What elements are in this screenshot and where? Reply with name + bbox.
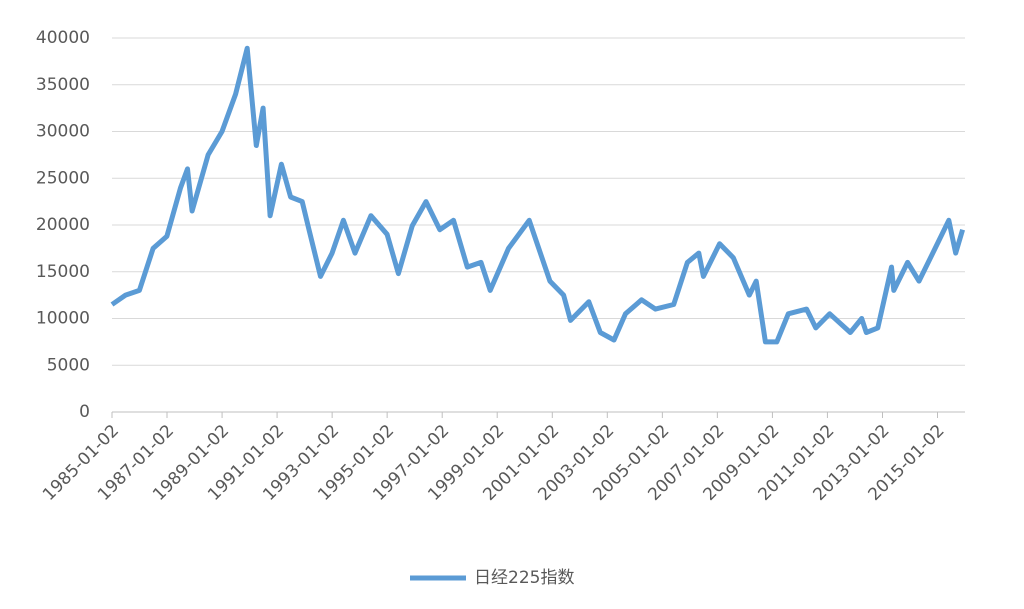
- y-tick-label: 20000: [36, 215, 90, 235]
- y-tick-label: 35000: [36, 75, 90, 95]
- y-tick-label: 25000: [36, 168, 90, 188]
- y-tick-label: 0: [79, 402, 90, 422]
- y-tick-label: 40000: [36, 28, 90, 48]
- y-tick-label: 30000: [36, 122, 90, 142]
- data-line: [110, 45, 965, 345]
- y-tick-label: 15000: [36, 262, 90, 282]
- y-tick-label: 5000: [47, 355, 90, 375]
- legend-label: 日经225指数: [474, 568, 574, 588]
- y-tick-label: 10000: [36, 309, 90, 329]
